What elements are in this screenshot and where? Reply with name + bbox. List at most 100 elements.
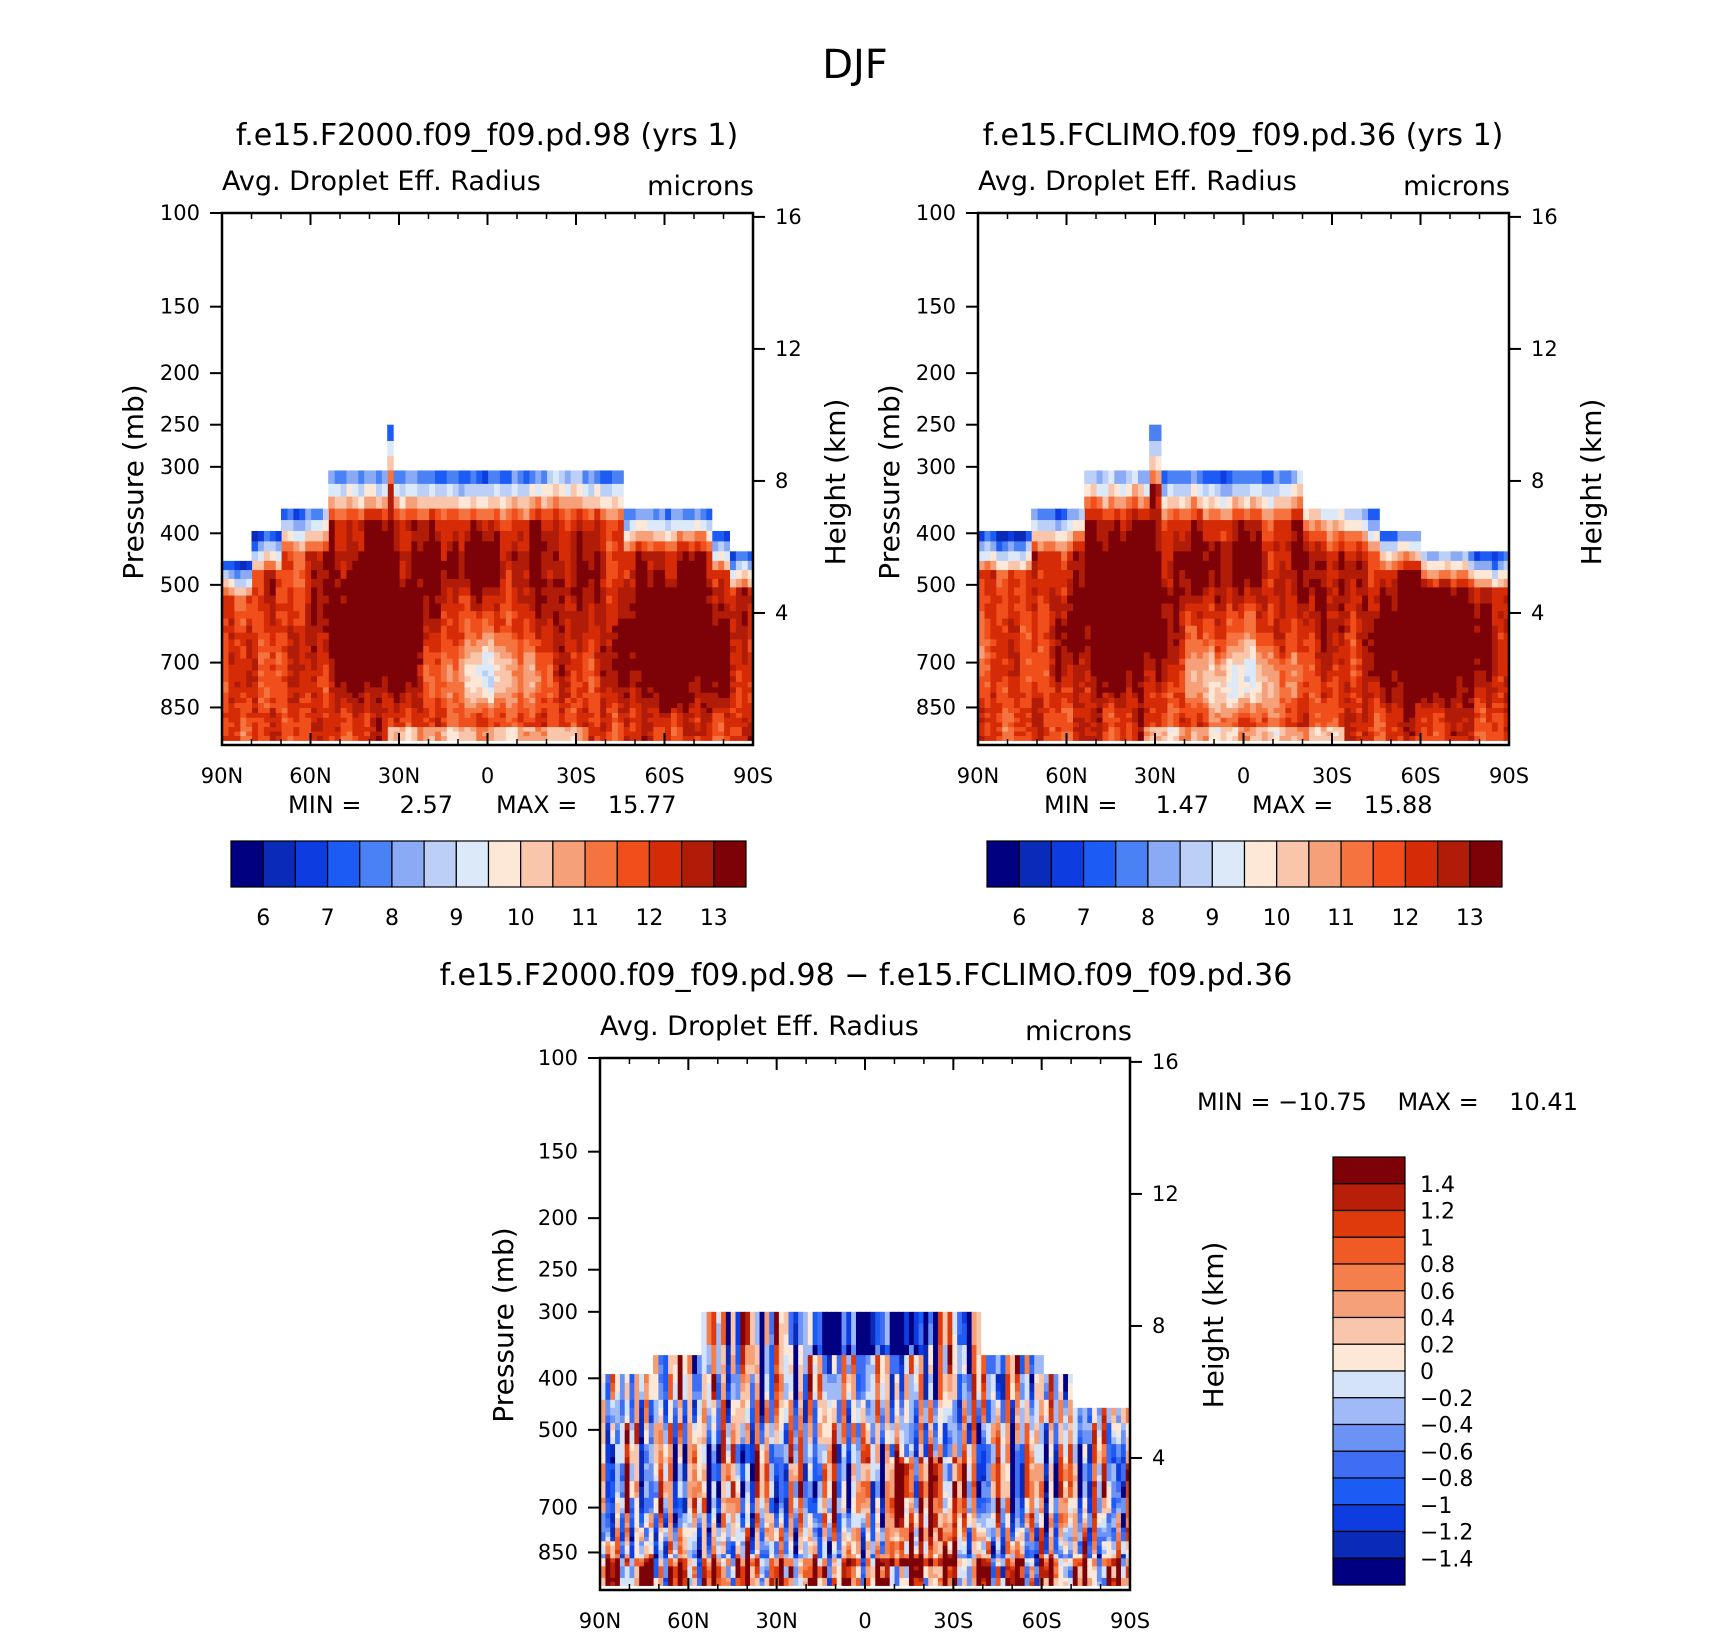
panel-2-cell <box>1219 670 1227 677</box>
panel-1-cell <box>717 692 725 699</box>
panel-2-cell <box>1273 717 1280 724</box>
panel-2-cell <box>1278 560 1286 571</box>
panel-1-cell <box>540 717 548 724</box>
panel-1-cell <box>310 681 317 688</box>
panel-1-cell <box>682 603 689 612</box>
panel-1-cell <box>334 703 341 709</box>
panel-2-cell <box>1349 664 1357 672</box>
panel-2-cell <box>1290 697 1298 704</box>
panel-1-cell <box>522 670 530 677</box>
panel-2-cell <box>1450 670 1457 677</box>
panel-2-cell <box>1202 520 1209 532</box>
panel-1-cell <box>404 731 412 737</box>
panel-2-cell <box>1296 703 1304 709</box>
panel-1-cell <box>652 703 660 709</box>
panel-1-cell <box>670 570 677 580</box>
panel-1-cell <box>310 603 317 612</box>
panel-1-cell <box>511 703 518 709</box>
panel-1-cell <box>658 578 666 588</box>
panel-1-cell <box>599 508 607 521</box>
panel-1-y2tick-label: 12 <box>775 337 802 361</box>
panel-1-cell <box>410 483 418 498</box>
panel-2-cell <box>1208 483 1215 498</box>
panel-1-cell <box>369 520 376 532</box>
panel-2-cell <box>1243 530 1250 542</box>
panel-1-cell <box>558 664 565 672</box>
panel-1-cell <box>351 658 359 666</box>
panel-2-cell <box>1249 551 1256 562</box>
panel-1-cell <box>463 703 471 709</box>
panel-1-cell <box>499 712 506 719</box>
panel-1-cell <box>434 727 441 733</box>
panel-2-cell <box>1497 632 1504 641</box>
panel-1-cell <box>522 658 530 666</box>
panel-1-cell <box>328 595 335 605</box>
panel-2-cell <box>1473 652 1481 660</box>
panel-1-cell <box>576 578 583 588</box>
panel-1-cell <box>570 697 577 704</box>
panel-1-cell <box>416 520 424 532</box>
panel-1-cell <box>410 560 418 571</box>
panel-1-cell <box>741 611 748 620</box>
panel-1-cell <box>676 692 683 699</box>
panel-1-xtick-label: 90N <box>201 764 243 788</box>
panel-1-cell <box>587 703 595 709</box>
panel-2-cell <box>1444 625 1451 634</box>
panel-1-cell <box>676 603 683 612</box>
panel-1-cell <box>664 625 671 634</box>
panel-1-cell <box>239 639 247 647</box>
panel-1-cell <box>245 687 253 694</box>
panel-1-cell <box>475 692 483 699</box>
panel-1-cell <box>558 703 565 709</box>
panel-1-cell <box>251 618 258 627</box>
panel-1-cell <box>735 712 742 719</box>
panel-2-cell <box>1503 578 1510 588</box>
panel-1-cell <box>694 735 701 741</box>
panel-1-cell <box>340 692 347 699</box>
panel-2-cell <box>1467 603 1475 612</box>
panel-2-cell <box>1284 703 1292 709</box>
panel-1-cell <box>652 520 660 532</box>
panel-1-cell <box>416 676 424 683</box>
panel-1-cell <box>463 496 471 510</box>
panel-1-cell <box>404 652 412 660</box>
panel-1-cell <box>623 731 630 737</box>
panel-1-cell <box>581 625 589 634</box>
panel-1-cell <box>298 595 306 605</box>
panel-1-cell <box>717 722 725 728</box>
panel-1-cell <box>711 541 719 552</box>
panel-1-cell <box>694 595 701 605</box>
panel-2-cell <box>1237 722 1245 728</box>
panel-2-cell <box>1455 731 1463 737</box>
panel-2-cell <box>1455 578 1463 588</box>
panel-1-cell <box>422 670 430 677</box>
panel-1-cell <box>640 570 648 580</box>
panel-1-cell <box>699 578 707 588</box>
panel-1-cell <box>640 697 648 704</box>
panel-2-cell <box>1320 570 1327 580</box>
panel-1-cell <box>741 595 748 605</box>
panel-1-cell <box>487 603 494 612</box>
panel-2-cell <box>1455 681 1463 688</box>
panel-2-cell <box>1332 560 1339 571</box>
panel-1-cell <box>493 712 500 719</box>
panel-1-cell <box>587 578 595 588</box>
panel-2-cell <box>1208 712 1215 719</box>
panel-2-cell <box>1284 530 1292 542</box>
panel-2-cell <box>1320 541 1327 552</box>
panel-2-cell <box>1219 731 1227 737</box>
panel-2-cell <box>1450 664 1457 672</box>
panel-1-cell <box>629 717 636 724</box>
panel-2-cell <box>1426 708 1433 714</box>
panel-1-cell <box>363 595 371 605</box>
panel-2-cell <box>1314 508 1321 521</box>
panel-1-cell <box>511 578 518 588</box>
panel-1-cell <box>493 625 500 634</box>
panel-2-cell <box>1361 632 1368 641</box>
panel-2-cell <box>1455 570 1463 580</box>
panel-1-cell <box>422 664 430 672</box>
panel-1-cell <box>576 722 583 728</box>
panel-2-cell <box>1391 731 1398 737</box>
panel-1-cell <box>623 676 630 683</box>
panel-1-cell <box>552 731 559 737</box>
